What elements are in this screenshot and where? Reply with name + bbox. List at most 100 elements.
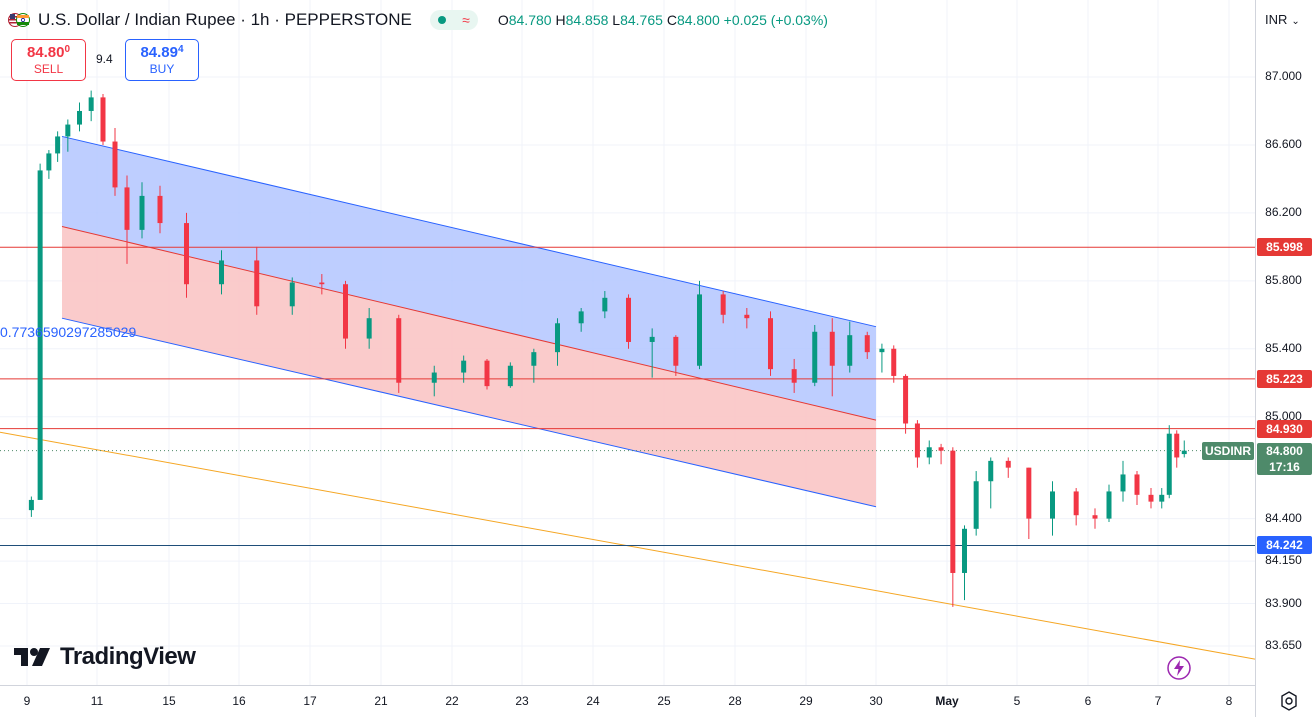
tradingview-logo[interactable]: TradingView <box>14 643 196 671</box>
candle-body <box>768 318 773 370</box>
currency-label: INR <box>1265 12 1288 27</box>
sell-label: SELL <box>33 62 64 76</box>
close-label: C <box>666 12 677 28</box>
candle-body <box>962 528 967 573</box>
time-tick-label: 22 <box>445 694 459 708</box>
low-label: L <box>612 12 621 28</box>
chart-area[interactable] <box>0 0 1255 685</box>
level-price-tag[interactable]: 85.998 <box>1257 238 1312 257</box>
symbol-price-tag: USDINR <box>1202 441 1254 460</box>
candle-body <box>903 375 909 424</box>
channel-mid-line <box>61 225 877 421</box>
candle-body <box>829 331 835 366</box>
candle-body <box>1120 474 1126 492</box>
market-open-dot-icon <box>437 16 446 24</box>
candle-body <box>1106 491 1112 519</box>
candle-body <box>289 282 295 307</box>
candle-body <box>847 335 853 366</box>
candle-body <box>112 141 118 188</box>
channel-upper-line <box>61 135 877 328</box>
time-tick-label: 11 <box>90 694 104 708</box>
bar-countdown: 17:16 <box>1269 459 1300 474</box>
candle-body <box>791 369 797 383</box>
candle-body <box>812 331 818 383</box>
candle-body <box>124 187 130 230</box>
currency-flags-icon <box>8 12 30 28</box>
time-tick-label: 28 <box>728 694 742 708</box>
candle-body <box>602 297 608 312</box>
currency-selector[interactable]: INR ⌄ <box>1257 6 1309 34</box>
price-tick-label: 84.400 <box>1265 510 1302 525</box>
channel-deviation-label: 0.7736590297285029 <box>0 324 137 340</box>
price-tick-label: 83.650 <box>1265 638 1302 652</box>
price-axis[interactable]: 87.000 86.600 86.200 85.800 85.400 85.000 84.4… <box>1255 0 1312 717</box>
candle-body <box>88 97 94 111</box>
spread-value: 9.4 <box>96 52 113 66</box>
change-value: +0.025 (+0.03%) <box>723 12 828 28</box>
candle-body <box>77 110 82 125</box>
low-value: 84.765 <box>620 12 663 28</box>
candle-body <box>1166 433 1172 495</box>
candle-body <box>1134 474 1140 495</box>
candle-body <box>507 365 513 387</box>
candle-body <box>938 447 944 451</box>
time-tick-label: 5 <box>1013 694 1021 708</box>
time-tick-label: 6 <box>1084 694 1092 708</box>
candle-body <box>1050 491 1055 519</box>
candle-body <box>973 481 979 529</box>
candle-body <box>46 153 52 171</box>
chart-header: U.S. Dollar / Indian Rupee · 1h · PEPPER… <box>8 6 828 34</box>
market-status-button[interactable]: ≈ <box>429 10 478 30</box>
candle-body <box>55 136 61 154</box>
price-tick-label: 84.150 <box>1265 553 1302 568</box>
candle-body <box>744 314 750 319</box>
close-value: 84.800 <box>676 12 720 28</box>
high-value: 84.858 <box>565 12 609 28</box>
current-price-value: 84.800 <box>1266 443 1303 458</box>
candle-body <box>343 284 348 339</box>
symbol-title[interactable]: U.S. Dollar / Indian Rupee · 1h · PEPPER… <box>38 10 412 29</box>
price-tick-label: 87.000 <box>1265 69 1302 83</box>
candle-body <box>988 460 994 482</box>
lightning-icon[interactable] <box>1166 655 1192 681</box>
price-tick-label: 86.600 <box>1265 136 1302 151</box>
candle-body <box>673 336 679 366</box>
candle-body <box>461 360 467 373</box>
tradingview-logo-icon <box>14 648 50 666</box>
candle-body <box>1181 450 1187 455</box>
candle-body <box>184 223 189 285</box>
sell-button[interactable]: 84.800 SELL <box>11 39 86 81</box>
channel-lower-zone <box>62 226 876 507</box>
candle-body <box>65 124 71 137</box>
data-delay-icon: ≈ <box>462 12 470 28</box>
settings-gear-icon[interactable] <box>1276 688 1302 714</box>
time-tick-label: May <box>935 694 959 708</box>
candle-body <box>720 294 726 315</box>
channel-lower-line <box>61 317 877 508</box>
level-price-tag[interactable]: 85.223 <box>1257 369 1312 388</box>
time-axis[interactable]: 9 11 15 16 17 21 22 23 24 25 28 29 30 May 5 6 7 8 <box>0 685 1255 717</box>
time-tick-label: 21 <box>374 694 388 708</box>
time-tick-label: 8 <box>1225 694 1233 708</box>
buy-button[interactable]: 84.894 BUY <box>125 39 199 81</box>
level-price-tag[interactable]: 84.930 <box>1257 419 1312 438</box>
time-tick-label: 29 <box>799 694 813 708</box>
candle-body <box>950 450 956 573</box>
candle-body <box>926 447 932 458</box>
time-tick-label: 24 <box>586 694 600 708</box>
candle-body <box>555 323 560 353</box>
price-tick-label: 86.200 <box>1265 204 1302 219</box>
time-tick-label: 25 <box>657 694 671 708</box>
price-chart[interactable] <box>0 0 1255 685</box>
time-tick-label: 9 <box>23 694 31 708</box>
chevron-down-icon: ⌄ <box>1291 16 1300 27</box>
time-tick-label: 17 <box>303 694 317 708</box>
candle-body <box>100 97 106 142</box>
level-price-tag[interactable]: 84.242 <box>1257 536 1312 555</box>
time-tick-label: 16 <box>232 694 246 708</box>
time-tick-label: 7 <box>1154 694 1162 708</box>
candle-body <box>1026 467 1032 519</box>
time-tick-label: 15 <box>162 694 176 708</box>
candle-body <box>914 423 920 458</box>
sell-price-pip: 0 <box>64 44 71 55</box>
